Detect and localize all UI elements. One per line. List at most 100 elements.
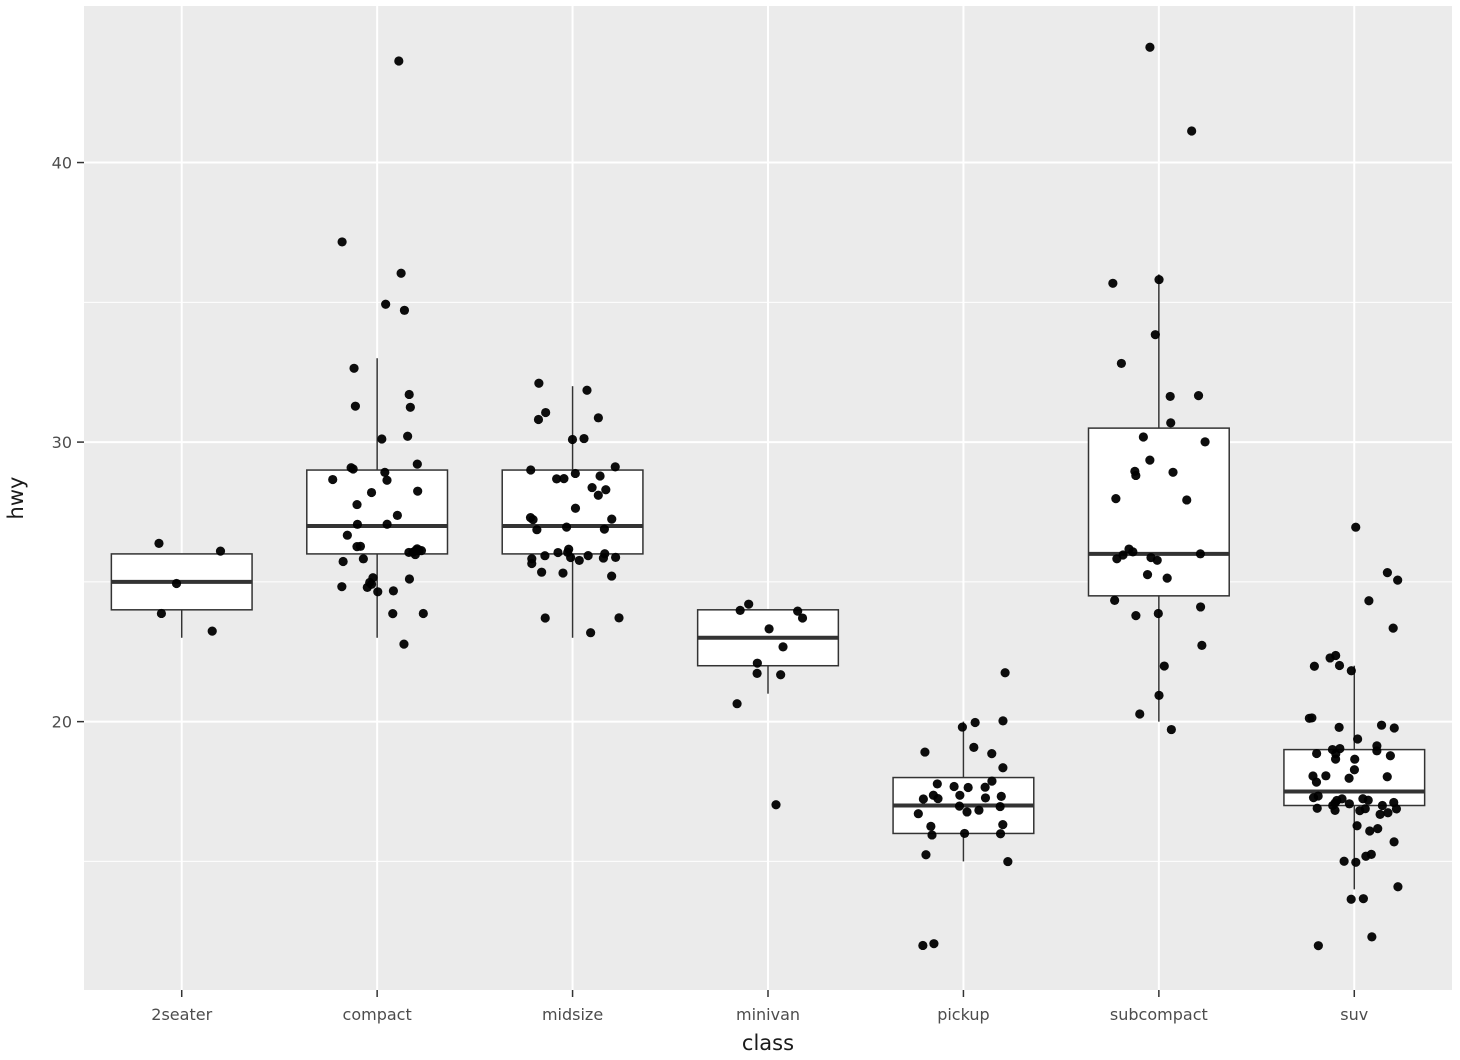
jitter-point — [377, 434, 387, 444]
jitter-point — [1360, 804, 1370, 814]
jitter-point — [528, 514, 538, 525]
jitter-point — [382, 519, 392, 529]
jitter-point — [559, 474, 569, 484]
jitter-point — [1108, 278, 1118, 288]
jitter-point — [586, 628, 596, 638]
x-tick-label-suv: suv — [1340, 1005, 1368, 1024]
jitter-point — [1358, 894, 1368, 904]
jitter-point — [921, 850, 931, 860]
y-tick-label: 30 — [52, 433, 72, 452]
jitter-point — [1344, 773, 1354, 783]
jitter-point — [1138, 432, 1148, 442]
jitter-point — [1349, 765, 1360, 775]
jitter-point — [1154, 690, 1164, 700]
jitter-point — [920, 747, 930, 757]
jitter-point — [1383, 808, 1393, 818]
jitter-point — [1304, 713, 1314, 723]
jitter-point — [1131, 470, 1141, 481]
jitter-point — [1312, 748, 1322, 759]
jitter-point — [980, 782, 990, 792]
jitter-point — [394, 56, 404, 66]
jitter-point — [405, 402, 415, 412]
jitter-point — [579, 433, 589, 444]
jitter-point — [1152, 555, 1162, 565]
jitter-point — [1365, 826, 1375, 836]
jitter-point — [587, 482, 597, 493]
jitter-point — [346, 463, 356, 473]
jitter-point — [527, 558, 537, 569]
jitter-point — [404, 574, 415, 584]
jitter-point — [1321, 771, 1331, 781]
jitter-point — [1116, 358, 1126, 369]
jitter-point — [1335, 743, 1345, 754]
x-tick-label-subcompact: subcompact — [1110, 1005, 1208, 1024]
jitter-point — [171, 578, 182, 589]
jitter-point — [752, 658, 762, 668]
jitter-point — [1131, 611, 1141, 621]
jitter-point — [412, 459, 422, 469]
jitter-point — [998, 716, 1008, 726]
jitter-point — [382, 475, 392, 485]
jitter-point — [403, 431, 413, 441]
jitter-point — [776, 670, 786, 680]
jitter-point — [1150, 330, 1160, 340]
jitter-point — [1375, 809, 1385, 819]
jitter-point — [970, 717, 980, 728]
jitter-point — [1145, 42, 1155, 52]
jitter-point — [599, 524, 609, 534]
jitter-point — [349, 363, 359, 373]
jitter-point — [593, 490, 603, 500]
jitter-point — [1182, 495, 1192, 505]
jitter-point — [1003, 856, 1013, 867]
jitter-point — [1200, 437, 1210, 447]
jitter-point — [1352, 821, 1362, 831]
jitter-point — [1145, 455, 1155, 465]
jitter-point — [352, 499, 362, 510]
jitter-point — [373, 587, 383, 597]
jitter-point — [1372, 741, 1382, 751]
x-tick-label-pickup: pickup — [937, 1005, 989, 1024]
jitter-point — [328, 474, 338, 485]
jitter-point — [980, 793, 991, 803]
jitter-point — [1166, 724, 1176, 735]
jitter-point — [388, 609, 398, 619]
jitter-point — [732, 699, 742, 709]
jitter-point — [541, 407, 551, 418]
x-tick-label-compact: compact — [343, 1005, 412, 1024]
jitter-point — [595, 471, 605, 481]
jitter-point — [396, 268, 406, 278]
jitter-point — [338, 556, 348, 567]
jitter-point — [1313, 941, 1323, 951]
jitter-point — [610, 462, 620, 472]
jitter-point — [918, 940, 928, 951]
jitter-point — [1165, 391, 1175, 402]
jitter-point — [918, 794, 928, 804]
jitter-point — [1195, 549, 1205, 559]
jitter-point — [1110, 595, 1120, 605]
jitter-point — [1350, 754, 1360, 764]
jitter-point — [1351, 522, 1361, 532]
jitter-point — [1382, 772, 1392, 782]
jitter-point — [793, 606, 803, 616]
jitter-point — [337, 237, 347, 247]
jitter-point — [607, 571, 617, 581]
jitter-point — [957, 722, 967, 732]
jitter-point — [1308, 793, 1319, 803]
x-tick-label-minivan: minivan — [736, 1005, 800, 1024]
jitter-point — [366, 487, 377, 498]
jitter-point — [1344, 799, 1354, 809]
jitter-point — [540, 551, 550, 561]
jitter-point — [388, 586, 399, 596]
jitter-point — [534, 378, 544, 388]
jitter-point — [154, 538, 164, 548]
x-axis-title: class — [742, 1031, 794, 1055]
jitter-point — [949, 781, 959, 792]
jitter-point — [1389, 797, 1399, 808]
jitter-point — [998, 763, 1008, 773]
jitter-point — [1153, 608, 1163, 619]
jitter-point — [533, 414, 544, 425]
jitter-point — [1377, 800, 1387, 811]
jitter-point — [926, 821, 936, 831]
